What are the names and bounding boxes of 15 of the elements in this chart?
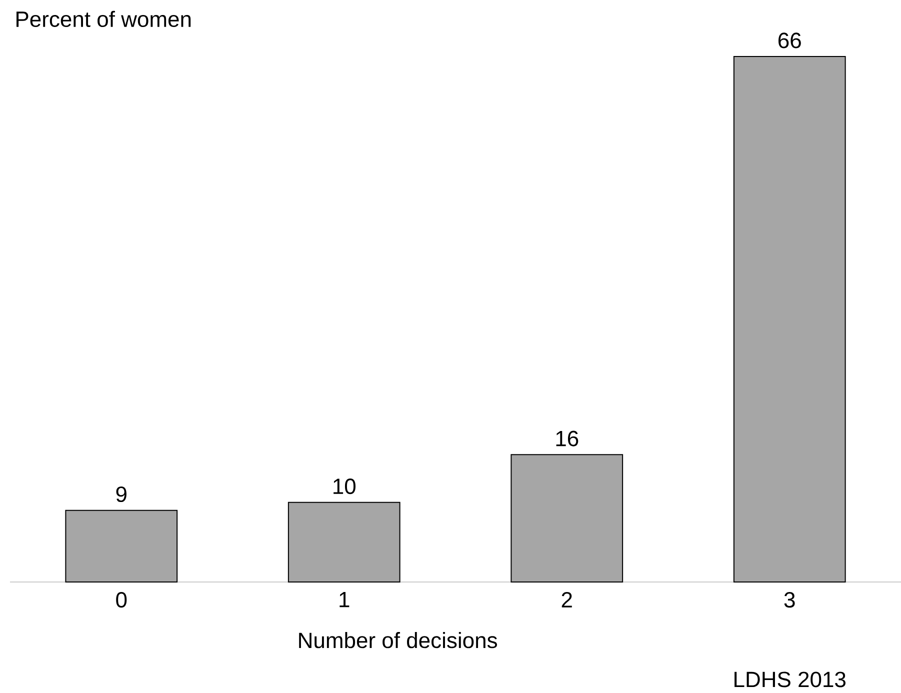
data-label: 10: [334, 478, 356, 494]
x-tick-label: 2: [562, 592, 572, 608]
y-axis-title: Percent of women: [16, 10, 191, 28]
x-tick-label: 1: [340, 592, 350, 608]
bar: [733, 56, 846, 582]
bar: [510, 454, 624, 582]
x-tick-label: 0: [116, 592, 127, 608]
x-tick-label: 3: [784, 592, 795, 608]
bar: [65, 510, 178, 582]
text: LDHS 2013: [734, 672, 846, 688]
bar: [288, 502, 400, 582]
data-label: 16: [556, 430, 578, 446]
data-label: 9: [116, 486, 126, 502]
x-axis-title: Number of decisions: [299, 632, 498, 648]
data-label: 66: [778, 32, 801, 48]
